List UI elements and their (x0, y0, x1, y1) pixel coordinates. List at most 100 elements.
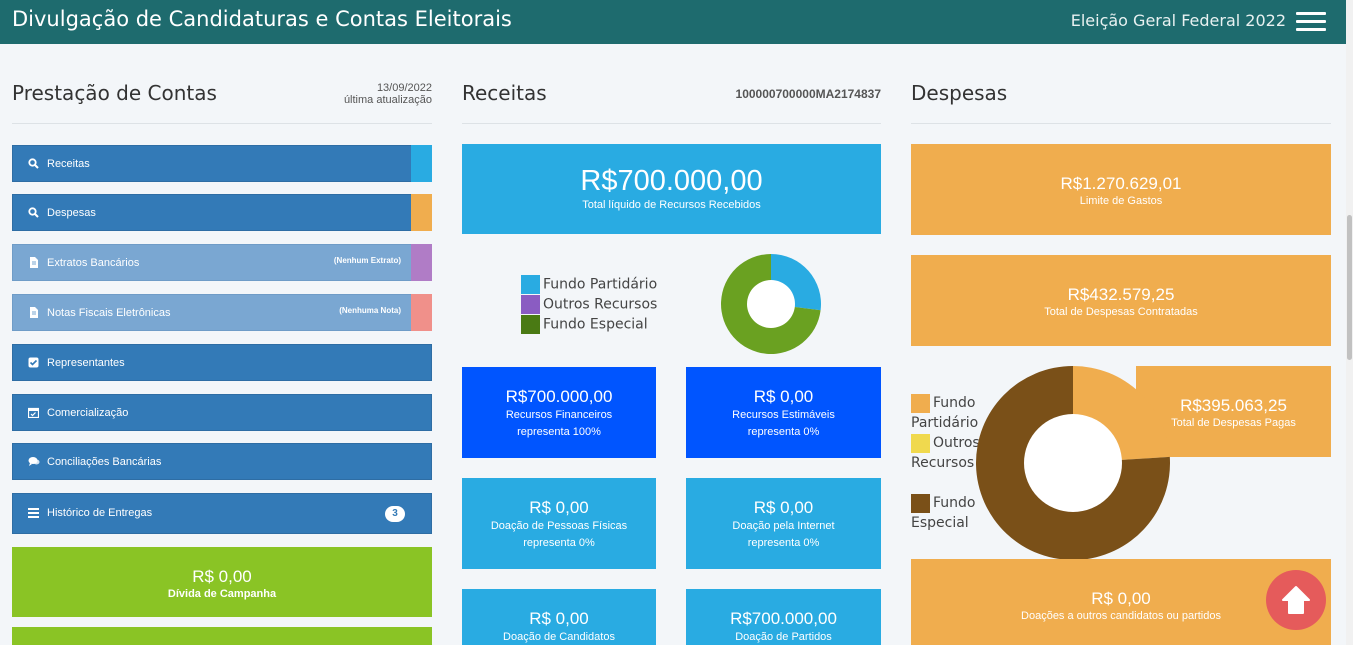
document-icon (28, 307, 39, 318)
hamburger-menu-icon[interactable] (1296, 12, 1326, 32)
despesas-contratadas-tile: R$432.579,25 Total de Despesas Contratad… (911, 255, 1331, 346)
menu-label: Histórico de Entregas (47, 507, 153, 519)
tile-label: Doação pela Internet (732, 520, 835, 532)
doacoes-outros-tile: R$ 0,00 Doações a outros candidatos ou p… (911, 559, 1331, 645)
menu-receitas[interactable]: Receitas (12, 145, 432, 182)
legend-label: Fundo Partidário (543, 276, 658, 293)
tile-percent: representa 100% (517, 426, 601, 438)
legend-swatch (911, 493, 930, 513)
prestacao-title: Prestação de Contas (12, 81, 217, 105)
count-badge: 3 (385, 506, 405, 522)
tile-value: R$1.270.629,01 (1060, 174, 1182, 193)
divida-label: Dívida de Campanha (167, 588, 277, 600)
tile-value: R$ 0,00 (753, 498, 814, 517)
legend-swatch (521, 315, 540, 334)
divida-value: R$ 0,00 (192, 567, 252, 586)
menu-label: Comercialização (47, 407, 129, 419)
menu-label: Representantes (47, 357, 125, 369)
top-bar: Divulgação de Candidaturas e Contas Elei… (0, 0, 1346, 44)
legend-swatch (911, 433, 930, 453)
legend-label: Fundo Partidário (911, 395, 979, 431)
legend-swatch (911, 393, 930, 413)
menu-comercializacao[interactable]: Comercialização (12, 394, 432, 431)
receitas-title: Receitas (462, 81, 547, 105)
menu-notas-fiscais[interactable]: Notas Fiscais Eletrônicas (Nenhuma Nota) (12, 294, 432, 331)
tile-label: Doação de Pessoas Físicas (490, 520, 628, 532)
tile-label: Recursos Estimáveis (732, 409, 835, 421)
total-recebidos-tile: R$700.000,00 Total líquido de Recursos R… (462, 144, 881, 234)
despesas-donut-chart (976, 366, 1170, 560)
update-date: 13/09/2022 (376, 82, 432, 94)
legend-item: Fundo Partidário (911, 393, 991, 433)
legend-swatch (521, 295, 540, 314)
tile-value: R$ 0,00 (1091, 589, 1151, 608)
recursos-estimaveis-tile: R$ 0,00 Recursos Estimáveis representa 0… (686, 367, 881, 458)
menu-label: Despesas (47, 207, 96, 219)
legend-item: Fundo Partidário (521, 275, 657, 294)
menu-representantes[interactable]: Representantes (12, 344, 432, 381)
menu-extratos-bancarios[interactable]: Extratos Bancários (Nenhum Extrato) (12, 244, 432, 281)
tile-label: Doações a outros candidatos ou partidos (1021, 610, 1221, 622)
tile-label: Recursos Financeiros (505, 409, 613, 421)
tile-value: R$395.063,25 (1180, 396, 1287, 415)
menu-note: (Nenhum Extrato) (333, 256, 401, 265)
election-name[interactable]: Eleição Geral Federal 2022 (1070, 11, 1286, 30)
menu-label: Receitas (47, 158, 90, 170)
donut-hole (1024, 414, 1122, 512)
menu-despesas[interactable]: Despesas (12, 194, 432, 231)
next-tile (12, 627, 432, 645)
divida-tile: R$ 0,00 Dívida de Campanha (12, 547, 432, 617)
page-scrollbar[interactable] (1346, 0, 1353, 645)
total-label: Total líquido de Recursos Recebidos (582, 199, 761, 211)
tile-value: R$ 0,00 (753, 387, 814, 406)
legend-item: Fundo Especial (911, 493, 981, 533)
menu-historico-entregas[interactable]: Histórico de Entregas 3 (12, 493, 432, 534)
receitas-column: Receitas 100000700000MA2174837 R$700.000… (462, 44, 881, 645)
document-icon (28, 257, 39, 268)
legend-item: Outros Recursos (521, 295, 657, 314)
legend-label: Fundo Especial (911, 495, 976, 531)
tile-percent: representa 0% (747, 537, 820, 549)
legend-swatch (521, 275, 540, 294)
tile-value: R$ 0,00 (529, 498, 589, 517)
menu-conciliacoes-bancarias[interactable]: Conciliações Bancárias (12, 443, 432, 480)
menu-label: Conciliações Bancárias (47, 456, 162, 468)
legend-item: Outros Recursos (911, 433, 981, 473)
legend-label: Outros Recursos (911, 435, 980, 471)
prestacao-column: Prestação de Contas 13/09/2022 última at… (12, 44, 432, 645)
search-icon (28, 207, 39, 218)
menu-note: (Nenhuma Nota) (339, 306, 401, 315)
despesas-pagas-tile: R$395.063,25 Total de Despesas Pagas (1136, 366, 1331, 457)
tile-percent: representa 0% (747, 426, 820, 438)
legend-label: Fundo Especial (543, 316, 648, 333)
legend-label: Outros Recursos (543, 296, 658, 313)
color-strip (411, 294, 432, 331)
search-icon (28, 158, 39, 169)
despesas-header: Despesas (911, 44, 1331, 124)
menu-label: Extratos Bancários (47, 257, 140, 269)
limite-gastos-tile: R$1.270.629,01 Limite de Gastos (911, 144, 1331, 235)
list-icon (28, 508, 39, 519)
tile-value: R$ 0,00 (529, 609, 589, 628)
last-update: 13/09/2022 última atualização (344, 82, 432, 106)
comments-icon (28, 456, 40, 467)
doacao-pessoas-fisicas-tile: R$ 0,00 Doação de Pessoas Físicas repres… (462, 478, 656, 569)
total-value: R$700.000,00 (580, 165, 763, 197)
back-to-top-button[interactable] (1266, 570, 1326, 630)
receitas-header: Receitas 100000700000MA2174837 (462, 44, 881, 124)
receitas-donut-chart (721, 254, 821, 354)
tile-percent: representa 0% (523, 537, 595, 549)
tile-label: Limite de Gastos (1079, 195, 1163, 207)
despesas-title: Despesas (911, 81, 1008, 105)
tile-label: Total de Despesas Pagas (1171, 417, 1296, 429)
legend-item: Fundo Especial (521, 315, 648, 334)
color-strip (411, 194, 432, 231)
calendar-icon (27, 407, 40, 419)
color-strip (411, 145, 432, 182)
tile-label: Doação de Candidatos (503, 631, 615, 643)
donut-hole (747, 280, 795, 328)
doacao-internet-tile: R$ 0,00 Doação pela Internet representa … (686, 478, 881, 569)
scrollbar-thumb[interactable] (1347, 215, 1352, 360)
prestacao-header: Prestação de Contas 13/09/2022 última at… (12, 44, 432, 124)
recursos-financeiros-tile: R$700.000,00 Recursos Financeiros repres… (462, 367, 656, 458)
